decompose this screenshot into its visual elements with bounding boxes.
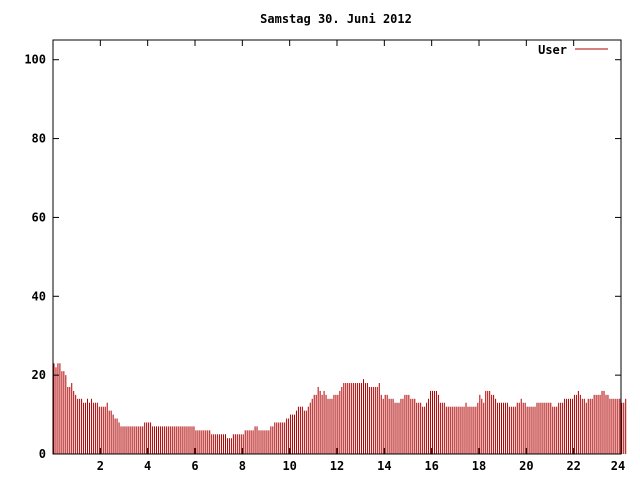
y-tick-label: 40: [32, 289, 46, 303]
x-tick-label: 20: [519, 459, 533, 473]
legend: User: [538, 43, 608, 57]
legend-label-user: User: [538, 43, 567, 57]
x-axis: 2 4 6 8 10 12 14 16 18 20 22 24: [97, 40, 625, 473]
x-tick-label: 24: [611, 459, 625, 473]
bars-group: [53, 363, 627, 454]
x-tick-label: 16: [424, 459, 438, 473]
y-tick-label: 20: [32, 368, 46, 382]
y-tick-label: 80: [32, 132, 46, 146]
x-tick-label: 22: [566, 459, 580, 473]
x-tick-label: 10: [282, 459, 296, 473]
y-tick-label: 100: [24, 53, 46, 67]
x-tick-label: 12: [330, 459, 344, 473]
x-tick-label: 6: [191, 459, 198, 473]
x-tick-label: 2: [97, 459, 104, 473]
x-tick-label: 14: [377, 459, 391, 473]
x-tick-label: 8: [239, 459, 246, 473]
x-tick-label: 4: [144, 459, 151, 473]
plot-frame: [52, 39, 622, 455]
y-tick-label: 0: [39, 447, 46, 461]
y-tick-label: 60: [32, 210, 46, 224]
x-tick-label: 18: [472, 459, 486, 473]
chart-title: Samstag 30. Juni 2012: [260, 12, 412, 26]
y-axis: 0 20 40 60 80 100: [24, 53, 621, 461]
